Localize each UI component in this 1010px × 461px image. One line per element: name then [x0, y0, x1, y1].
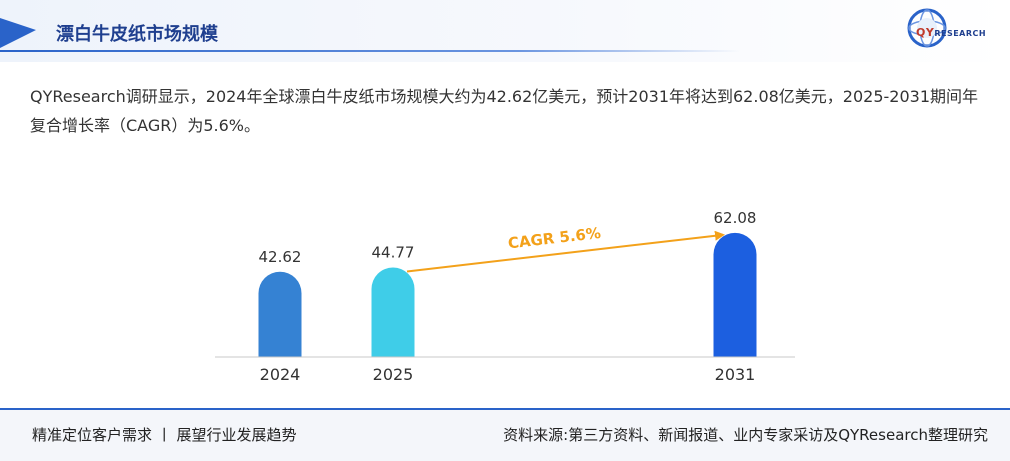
cagr-arrow — [406, 230, 725, 273]
bar-2031 — [713, 232, 757, 357]
header-accent-shape — [0, 18, 36, 48]
footer-divider — [0, 408, 1010, 410]
bar-2024 — [258, 271, 302, 357]
logo-wordmark: QYRESEARCH — [916, 26, 987, 39]
header-bar: 漂白牛皮纸市场规模 — [0, 0, 1010, 62]
market-size-chart: 42.62 2024 44.77 2025 62.08 2031 CAGR 5.6% — [215, 209, 795, 384]
summary-text: QYResearch调研显示，2024年全球漂白牛皮纸市场规模大约为42.62亿… — [30, 87, 979, 135]
x-tick-label-2025: 2025 — [373, 365, 414, 384]
header-divider — [0, 50, 740, 52]
x-tick-label-2031: 2031 — [715, 365, 756, 384]
data-label-2031: 62.08 — [714, 209, 757, 227]
footer-source: 资料来源:第三方资料、新闻报道、业内专家采访及QYResearch整理研究 — [503, 426, 988, 444]
x-tick-label-2024: 2024 — [260, 365, 301, 384]
footer-bar: 精准定位客户需求 丨 展望行业发展趋势 资料来源:第三方资料、新闻报道、业内专家… — [0, 410, 1010, 461]
data-label-2024: 42.62 — [259, 248, 302, 266]
page-title: 漂白牛皮纸市场规模 — [56, 24, 218, 45]
footer-slogan: 精准定位客户需求 丨 展望行业发展趋势 — [32, 426, 297, 444]
cagr-annotation: CAGR 5.6% — [507, 224, 602, 253]
bar-2025 — [371, 267, 415, 357]
qyresearch-logo — [907, 8, 947, 48]
data-label-2025: 44.77 — [372, 243, 415, 261]
